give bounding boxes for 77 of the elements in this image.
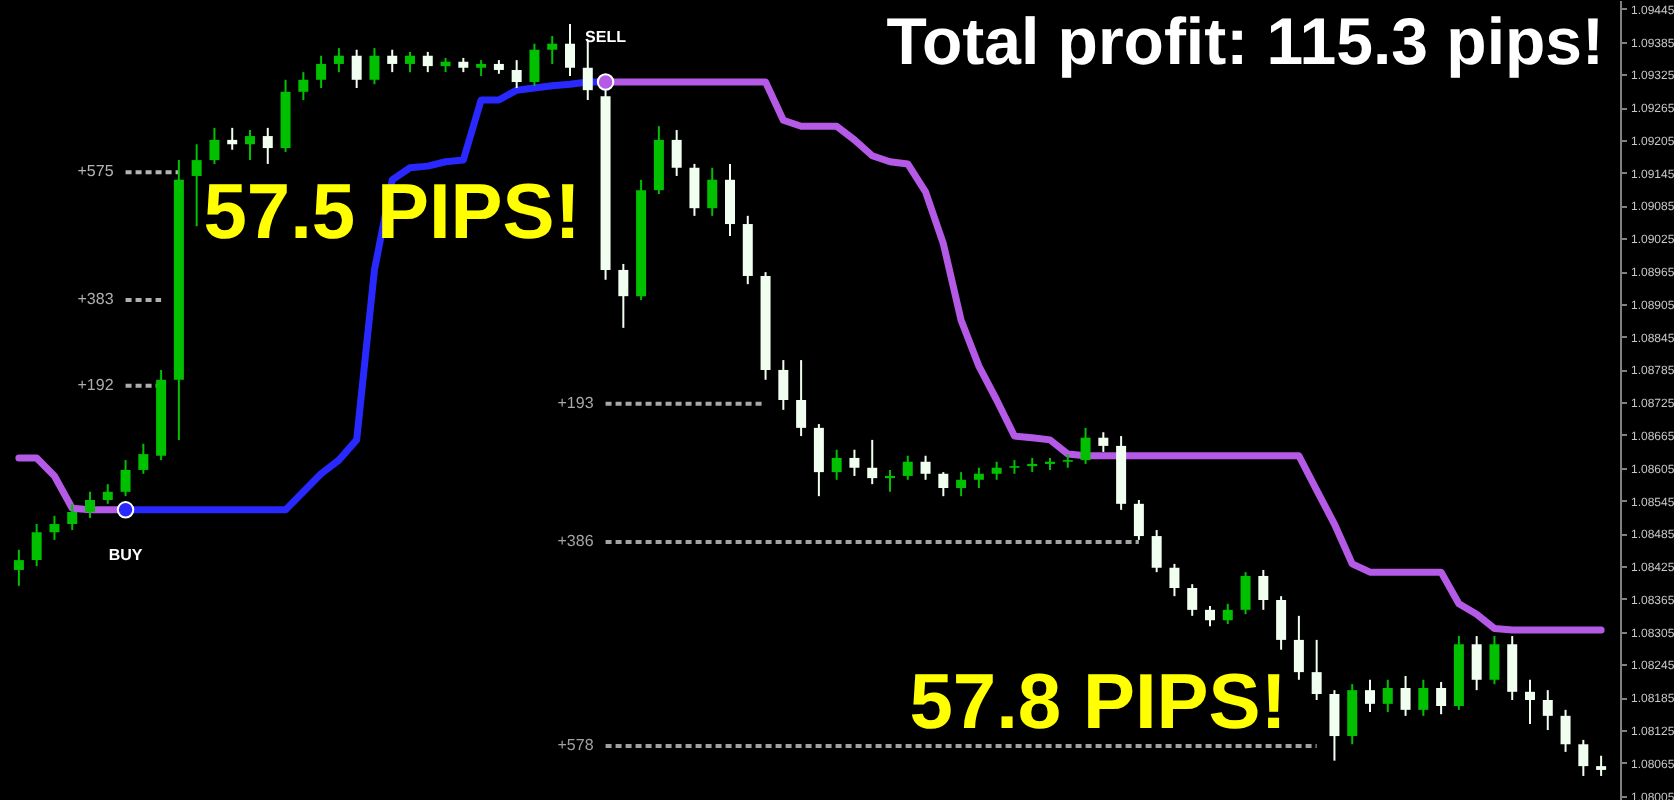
candlestick [991,460,1002,481]
candlestick [351,48,362,89]
candlestick [262,126,273,165]
candlestick [867,438,878,486]
candlestick [796,359,807,438]
candlestick [1382,678,1393,714]
candlestick [1471,635,1482,692]
candlestick [316,54,327,89]
candlestick [849,448,860,477]
candlestick [369,47,380,86]
candlestick [1418,678,1429,717]
candlestick [1400,674,1411,717]
candlestick [1151,529,1162,574]
candlestick [1542,689,1553,732]
annotation: 57.8 PIPS! [909,660,1287,746]
candlestick [511,59,522,89]
series-label: +192 [77,375,115,394]
candlestick [885,468,895,493]
candlestick [1507,635,1518,701]
candlestick [191,143,202,228]
candlestick [1293,614,1304,681]
candlestick [831,448,842,481]
candlestick [725,162,735,238]
candlestick [920,454,931,481]
candlestick [956,471,967,498]
candlestick [245,129,255,162]
series-label: +578 [557,735,595,754]
candlestick [1311,638,1322,701]
candlestick [618,262,629,329]
candlestick [1098,431,1109,453]
candlestick [13,548,24,587]
chart-title: Total profit: 115.3 pips! [886,4,1604,78]
candlestick [1329,689,1340,762]
candlestick [1578,738,1589,777]
candlestick [1187,583,1198,617]
candlestick [565,23,575,77]
text: BUY [108,545,144,564]
candlestick [1276,595,1287,651]
candlestick [1525,678,1535,726]
candlestick [1133,499,1144,541]
candlestick [973,466,984,489]
candlestick [902,454,913,481]
candlestick [938,471,949,498]
series-label: +575 [77,162,115,181]
candlestick [1365,678,1375,714]
candlestick [31,523,42,568]
candlestick [1169,562,1180,598]
candlestick [671,129,682,177]
series-label: +383 [77,290,115,308]
series-label: +193 [557,393,595,412]
candlestick [1258,568,1269,611]
candlestick [529,42,540,87]
candlestick [49,514,60,541]
candlestick [387,48,398,74]
candlestick [333,47,344,74]
candlestick [209,126,220,165]
candlestick [422,50,433,74]
candlestick [1205,605,1215,628]
series-label: +386 [557,532,595,551]
candlestick [813,423,824,498]
candlestick [547,35,558,65]
candlestick [1436,680,1447,716]
candlestick [707,166,718,217]
candlestick [1080,426,1091,465]
candlestick [138,442,149,475]
candlestick [689,162,700,217]
candlestick [1596,754,1607,777]
candlestick [1560,708,1571,753]
candlestick [1489,635,1500,686]
candlestick [405,50,415,74]
candlestick [1347,683,1358,746]
candlestick [1222,602,1233,626]
text: SELL [585,27,627,46]
candlestick [227,126,238,151]
candlestick [1240,571,1251,616]
candlestick [778,359,789,411]
candlestick [298,71,309,101]
